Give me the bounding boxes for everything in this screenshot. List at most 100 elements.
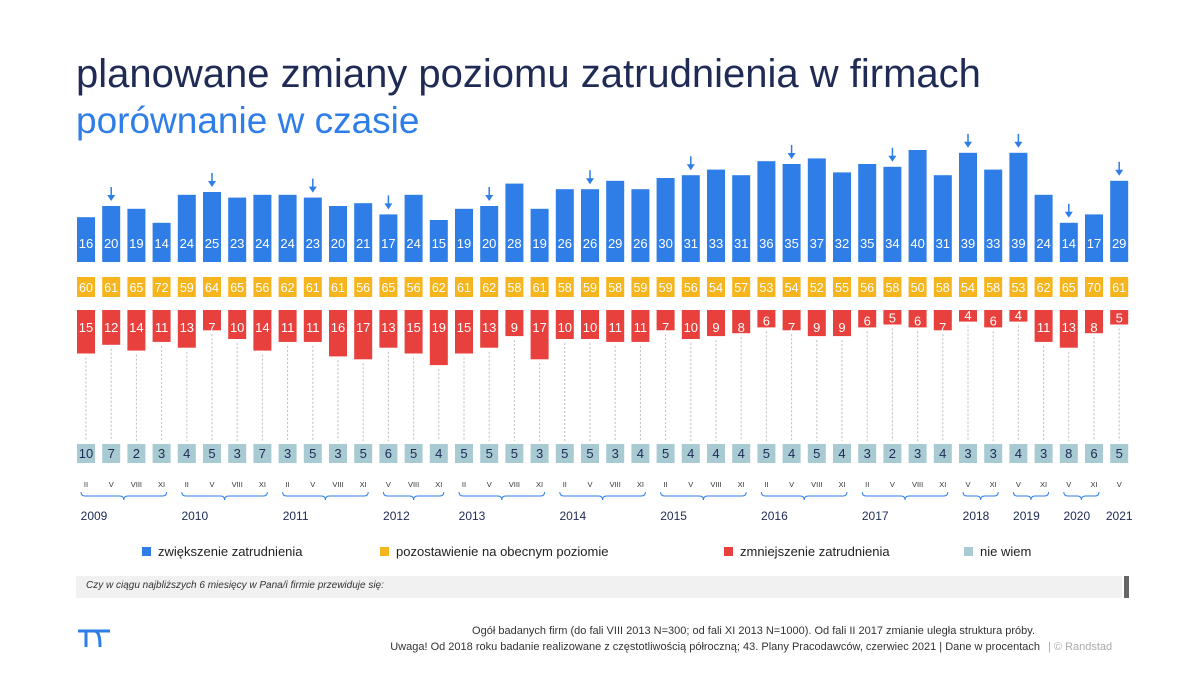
label-dontknow: 4 [738, 446, 745, 461]
wave-label: V [965, 480, 970, 489]
label-decrease: 13 [482, 320, 496, 335]
bar-increase [455, 208, 473, 262]
label-increase: 21 [356, 236, 370, 251]
bar-same [404, 277, 423, 297]
bar-decrease [732, 310, 751, 334]
label-increase: 30 [658, 236, 672, 251]
label-dontknow: 3 [234, 446, 241, 461]
wave-label: V [890, 480, 895, 489]
label-same: 65 [1062, 281, 1076, 295]
label-dontknow: 4 [183, 446, 190, 461]
year-label: 2013 [459, 509, 486, 523]
label-decrease: 7 [939, 320, 946, 335]
legend-swatch [964, 547, 973, 556]
wave-label: XI [838, 480, 845, 489]
bar-dontknow [329, 444, 347, 463]
year-label: 2014 [559, 509, 586, 523]
label-increase: 29 [1112, 236, 1126, 251]
label-increase: 15 [432, 236, 446, 251]
label-same: 53 [1011, 281, 1025, 295]
label-dontknow: 3 [334, 446, 341, 461]
label-increase: 33 [986, 236, 1000, 251]
bar-increase [505, 183, 524, 262]
wave-label: V [587, 480, 592, 489]
year-label: 2021 [1106, 509, 1133, 523]
label-increase: 32 [835, 236, 849, 251]
label-dontknow: 7 [108, 446, 115, 461]
bar-decrease [959, 310, 977, 322]
label-decrease: 10 [558, 320, 572, 335]
label-dontknow: 4 [1015, 446, 1022, 461]
label-same: 70 [1087, 281, 1101, 295]
bar-same [858, 277, 877, 297]
label-increase: 37 [810, 236, 824, 251]
question-box: Czy w ciągu najbliższych 6 miesięcy w Pa… [76, 576, 1122, 598]
bar-same [833, 277, 851, 297]
label-same: 62 [1037, 281, 1051, 295]
bar-decrease [1110, 310, 1129, 325]
bar-same [631, 277, 650, 297]
bar-dontknow [1059, 444, 1078, 463]
label-decrease: 11 [155, 320, 169, 335]
bar-decrease [757, 310, 776, 328]
label-dontknow: 3 [284, 446, 291, 461]
label-decrease: 4 [964, 308, 971, 323]
bar-same [1059, 277, 1078, 297]
year-bracket [962, 491, 999, 501]
label-decrease: 7 [788, 320, 795, 335]
legend-label: zwiększenie zatrudnienia [158, 544, 303, 559]
bar-dontknow [404, 444, 423, 463]
page-title: planowane zmiany poziomu zatrudnienia w … [76, 52, 981, 96]
bar-decrease [581, 310, 599, 339]
bar-increase [933, 175, 952, 262]
arrow-head-icon [964, 141, 972, 148]
label-decrease: 7 [208, 320, 215, 335]
label-dontknow: 3 [536, 446, 543, 461]
label-dontknow: 5 [410, 446, 417, 461]
bar-dontknow [303, 444, 322, 463]
bar-same [807, 277, 826, 297]
bar-dontknow [984, 444, 1003, 463]
bar-dontknow [858, 444, 877, 463]
label-decrease: 11 [281, 320, 295, 335]
wave-label: VIII [332, 480, 343, 489]
bar-increase [782, 164, 801, 262]
year-bracket [559, 491, 646, 501]
bar-same [530, 277, 549, 297]
wave-label: VIII [811, 480, 822, 489]
label-dontknow: 3 [158, 446, 165, 461]
bar-dontknow [933, 444, 952, 463]
wave-label: II [286, 480, 290, 489]
label-increase: 31 [734, 236, 748, 251]
bar-dontknow [606, 444, 625, 463]
bar-same [581, 277, 599, 297]
label-increase: 36 [759, 236, 773, 251]
wave-label: XI [158, 480, 165, 489]
bar-same [757, 277, 776, 297]
label-same: 57 [734, 281, 748, 295]
bar-same [908, 277, 927, 297]
bar-decrease [1059, 310, 1078, 348]
bar-decrease [858, 310, 877, 328]
wave-label: XI [435, 480, 442, 489]
bar-decrease [1009, 310, 1028, 322]
bar-dontknow [77, 444, 95, 463]
bar-dontknow [152, 444, 171, 463]
label-increase: 20 [482, 236, 496, 251]
label-increase: 14 [1062, 236, 1076, 251]
bar-decrease [278, 310, 297, 342]
bar-increase [228, 197, 247, 262]
label-decrease: 6 [763, 313, 770, 328]
label-same: 56 [407, 281, 421, 295]
label-decrease: 16 [331, 320, 345, 335]
label-dontknow: 2 [889, 446, 896, 461]
label-same: 56 [356, 281, 370, 295]
bar-decrease [455, 310, 473, 354]
label-increase: 39 [1011, 236, 1025, 251]
label-same: 54 [961, 281, 975, 295]
label-increase: 31 [684, 236, 698, 251]
year-label: 2009 [81, 509, 108, 523]
bar-dontknow [707, 444, 725, 463]
bar-increase [354, 203, 373, 262]
bar-dontknow [1009, 444, 1028, 463]
